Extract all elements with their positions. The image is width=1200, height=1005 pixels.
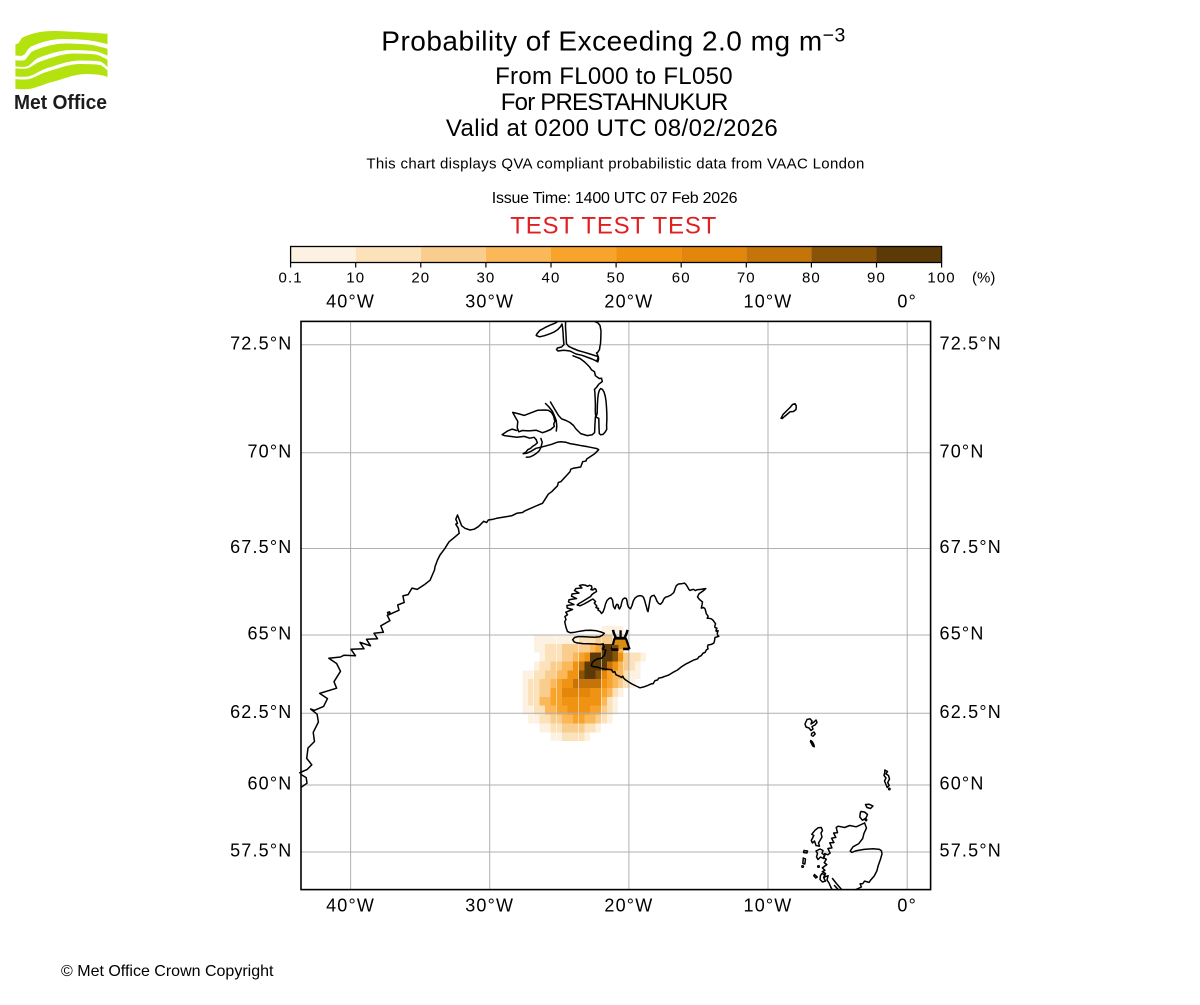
svg-text:TEST TEST TEST: TEST TEST TEST — [510, 213, 717, 240]
svg-text:10°W: 10°W — [743, 291, 792, 311]
svg-text:10°W: 10°W — [743, 896, 792, 916]
svg-text:(%): (%) — [972, 269, 995, 286]
svg-text:20: 20 — [411, 269, 430, 286]
svg-text:65°N: 65°N — [247, 624, 292, 644]
svg-text:67.5°N: 67.5°N — [940, 537, 1002, 557]
svg-text:62.5°N: 62.5°N — [230, 702, 292, 722]
svg-text:62.5°N: 62.5°N — [940, 702, 1002, 722]
svg-text:0°: 0° — [897, 896, 917, 916]
svg-text:60°N: 60°N — [247, 774, 292, 794]
svg-text:70°N: 70°N — [940, 441, 985, 461]
svg-text:67.5°N: 67.5°N — [230, 537, 292, 557]
svg-text:This chart displays QVA compli: This chart displays QVA compliant probab… — [366, 156, 864, 173]
svg-text:65°N: 65°N — [940, 624, 985, 644]
svg-text:Valid at 0200 UTC 08/02/2026: Valid at 0200 UTC 08/02/2026 — [446, 115, 778, 142]
svg-text:60: 60 — [672, 269, 691, 286]
svg-text:100: 100 — [927, 269, 955, 286]
svg-text:90: 90 — [867, 269, 886, 286]
svg-text:30°W: 30°W — [465, 291, 514, 311]
svg-text:20°W: 20°W — [604, 896, 653, 916]
svg-text:70: 70 — [737, 269, 756, 286]
svg-text:Met Office: Met Office — [14, 91, 107, 114]
svg-text:30: 30 — [476, 269, 495, 286]
svg-text:40: 40 — [542, 269, 561, 286]
svg-text:72.5°N: 72.5°N — [230, 333, 292, 353]
svg-text:0.1: 0.1 — [279, 269, 303, 286]
svg-text:Issue Time: 1400 UTC 07 Feb 20: Issue Time: 1400 UTC 07 Feb 2026 — [492, 190, 738, 207]
svg-text:Probability of Exceeding 2.0 m: Probability of Exceeding 2.0 mg m−3 — [381, 25, 846, 57]
svg-text:From FL000 to FL050: From FL000 to FL050 — [495, 63, 733, 90]
svg-text:50: 50 — [607, 269, 626, 286]
svg-text:30°W: 30°W — [465, 896, 514, 916]
svg-text:40°W: 40°W — [326, 291, 375, 311]
svg-text:60°N: 60°N — [940, 774, 985, 794]
svg-text:57.5°N: 57.5°N — [940, 841, 1002, 861]
svg-text:For PRESTAHNUKUR: For PRESTAHNUKUR — [501, 89, 728, 116]
svg-text:© Met Office Crown Copyright: © Met Office Crown Copyright — [61, 963, 274, 980]
svg-text:40°W: 40°W — [326, 896, 375, 916]
svg-text:20°W: 20°W — [604, 291, 653, 311]
svg-text:70°N: 70°N — [247, 441, 292, 461]
svg-text:10: 10 — [346, 269, 365, 286]
svg-text:80: 80 — [802, 269, 821, 286]
svg-text:0°: 0° — [897, 291, 917, 311]
svg-text:72.5°N: 72.5°N — [940, 333, 1002, 353]
svg-text:57.5°N: 57.5°N — [230, 841, 292, 861]
